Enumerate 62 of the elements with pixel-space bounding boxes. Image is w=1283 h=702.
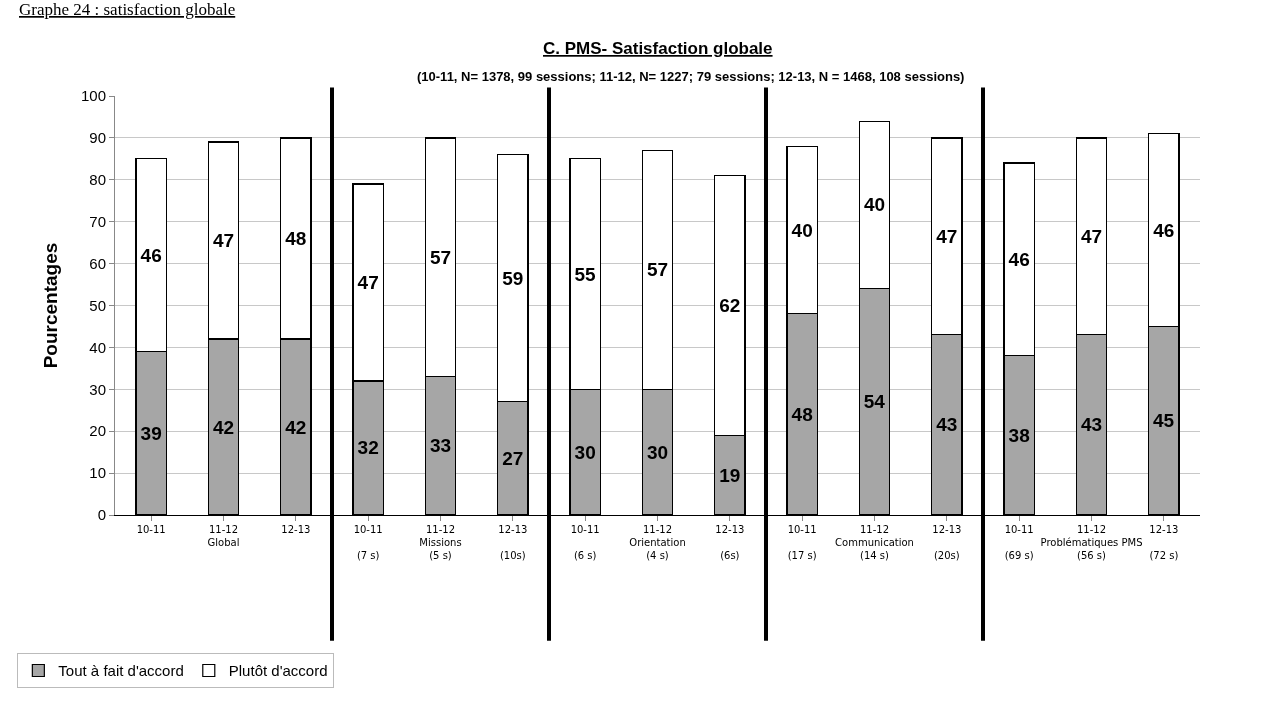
data-label: 19 [719,464,741,486]
x-tick-label: 11-12 Missions (5 s) [419,524,462,561]
data-label: 38 [1008,424,1030,446]
chart-title: C. PMS- Satisfaction globale [543,39,773,58]
x-tick-label: 10-11 [136,524,166,535]
y-tick-label: 0 [97,506,106,524]
data-label: 33 [429,435,452,457]
data-label: 57 [429,246,452,268]
category-label: 10-11 (17 s) [787,524,817,561]
y-tick-label: 50 [89,296,106,314]
y-tick-label: 40 [89,338,106,356]
x-tick-label: 11-12 Orientation (4 s) [629,524,686,561]
data-label: 30 [574,441,596,463]
data-label: 40 [791,219,813,241]
category-label: 10-11 (69 s) [1004,524,1034,561]
data-label: 48 [791,403,813,425]
data-label: 45 [1153,410,1175,432]
category-label: 10-11 (6 s) [570,524,600,561]
category-label: 12-13 (6s) [715,524,745,561]
chart-subtitle: (10-11, N= 1378, 99 sessions; 11-12, N= 1227; 79 sessions; 12-13, N = 1468, 108 sessions) [417,69,965,84]
data-label: 30 [646,441,669,463]
y-axis-title: Pourcentages [39,242,61,369]
legend-label: Tout à fait d'accord [58,662,184,680]
data-label: 27 [502,447,524,469]
category-label: 10-11 (7 s) [353,524,383,561]
x-tick-label: 11-12 Global [207,524,240,548]
data-label: 62 [719,295,741,316]
data-label: 54 [863,391,886,413]
category-label: 12-13 (20s) [932,524,962,561]
data-label: 40 [863,194,886,216]
y-tick-label: 70 [89,212,106,230]
data-label: 42 [212,416,235,438]
y-tick-label: 90 [89,129,106,147]
legend-label: Plutôt d'accord [228,662,328,680]
data-label: 43 [1080,414,1103,436]
data-label: 55 [574,263,596,285]
y-tick-label: 80 [89,171,106,189]
data-label: 46 [1153,219,1175,241]
data-label: 57 [646,259,669,281]
data-label: 47 [1080,225,1103,247]
data-label: 46 [140,244,162,266]
data-label: 48 [285,227,307,249]
data-label: 32 [357,437,379,459]
category-label: 12-13 (72 s) [1149,524,1179,561]
text: Graphe 24 : satisfaction globale [19,0,236,19]
data-label: 47 [936,225,958,247]
x-tick-label: 11-12 Problématiques PMS (56 s) [1040,524,1143,561]
y-tick-label: 100 [80,87,106,105]
data-label: 47 [357,271,379,293]
y-tick-label: 10 [89,464,106,482]
data-label: 59 [502,267,524,289]
data-label: 42 [285,416,307,438]
data-label: 43 [936,414,958,436]
category-label: 12-13 (10s) [498,524,528,561]
x-tick-label: 12-13 [281,524,311,535]
y-tick-label: 60 [89,254,106,272]
data-label: 47 [212,230,235,252]
y-tick-label: 20 [89,422,106,440]
data-label: 39 [140,422,162,444]
x-tick-label: 11-12 Communication (14 s) [835,524,914,561]
y-tick-label: 30 [89,380,106,398]
data-label: 46 [1008,248,1030,270]
